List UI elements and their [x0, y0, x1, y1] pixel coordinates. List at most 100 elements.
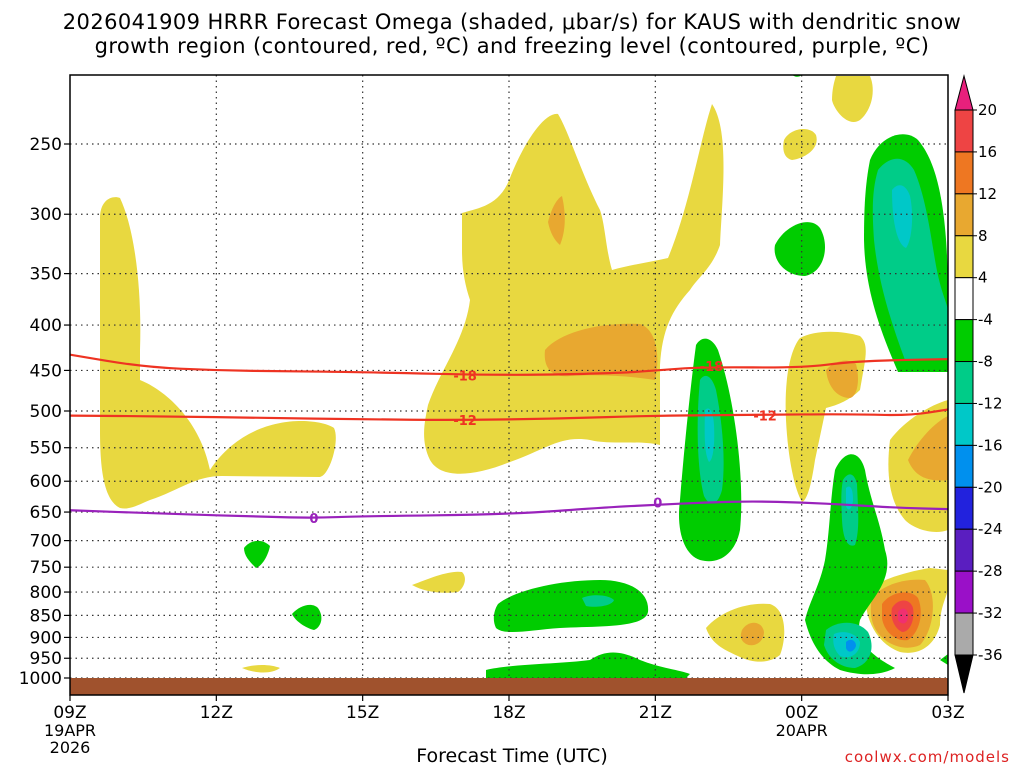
x-tick-label: 03Z: [931, 703, 964, 723]
omega-region-neg8-neg12: [582, 595, 614, 607]
colorbar-band: [954, 109, 974, 153]
y-tick-label: 350: [30, 265, 62, 285]
x-tick-label: 18Z: [492, 703, 525, 723]
omega-region-neg12-neg16: [892, 185, 913, 248]
omega-region-neg4-neg8: [486, 652, 690, 678]
x-axis-label: Forecast Time (UTC): [416, 745, 608, 767]
colorbar-band: [954, 193, 974, 237]
y-axis: 2503003504004505005506006507007508008509…: [19, 135, 70, 689]
colorbar-label: 4: [978, 269, 988, 287]
colorbar-label: -20: [978, 478, 1003, 496]
contour-label: -18: [453, 370, 477, 385]
colorbar-band: [954, 444, 974, 488]
colorbar-label: 16: [978, 143, 997, 161]
colorbar-band: [954, 151, 974, 195]
y-tick-label: 700: [30, 532, 62, 552]
chart-title-line-1: 2026041909 HRRR Forecast Omega (shaded, …: [62, 10, 962, 34]
contour-labels: -18 -18 -12 -12 0 0: [309, 360, 777, 527]
omega-region-neg12-neg16: [704, 408, 715, 462]
colorbar-bottom-arrow: [954, 654, 974, 694]
omega-region-8-12: [740, 622, 764, 646]
x-tick-label: 00Z: [785, 703, 818, 723]
y-tick-label: 900: [30, 628, 62, 648]
colorbar-band: [954, 235, 974, 279]
x-tick-label: 21Z: [639, 703, 672, 723]
colorbar-band: [954, 361, 974, 404]
y-tick-label: 950: [30, 649, 62, 669]
omega-region-neg4-neg8: [940, 654, 948, 665]
colorbar-label: -8: [978, 353, 993, 371]
x-tick-date: 19APR: [44, 721, 96, 740]
omega-region-8-12: [826, 360, 858, 398]
contour-label: -18: [700, 360, 724, 375]
y-tick-label: 250: [30, 135, 62, 155]
omega-region-8-12: [548, 196, 565, 245]
colorbar-band: [954, 528, 974, 572]
y-tick-label: 800: [30, 583, 62, 603]
omega-region-4-8: [424, 104, 724, 474]
omega-region-neg4-neg8: [774, 222, 825, 276]
omega-region-neg4-neg8: [292, 604, 322, 630]
colorbar-label: -36: [978, 646, 1003, 664]
colorbar-band: [954, 277, 974, 321]
y-tick-label: 850: [30, 606, 62, 626]
colorbar-label: -24: [978, 520, 1003, 538]
omega-region-over-20: [898, 608, 908, 624]
colorbar-label: 12: [978, 185, 997, 203]
ground-surface: [70, 678, 948, 695]
omega-region-4-8: [832, 76, 873, 122]
colorbar-band: [954, 319, 974, 363]
x-tick-label: 09Z: [53, 703, 86, 723]
y-tick-label: 500: [30, 402, 62, 422]
colorbar-label: -28: [978, 562, 1003, 580]
colorbar-top-arrow: [954, 74, 974, 111]
colorbar: 20 16 12 8 4 -4 -8 -12 -16 -20 -24 -28 -32 -36: [954, 74, 1003, 694]
y-tick-label: 450: [30, 361, 62, 381]
site-credit[interactable]: coolwx.com/models: [844, 748, 1010, 766]
omega-region-4-8: [100, 197, 336, 509]
colorbar-band: [954, 570, 974, 614]
omega-region-4-8: [412, 571, 465, 593]
omega-region-4-8: [783, 128, 817, 160]
y-tick-label: 400: [30, 316, 62, 336]
contour-label: 0: [653, 496, 662, 511]
omega-region-neg4-neg8: [493, 580, 649, 633]
omega-region-neg4-neg8: [805, 454, 895, 675]
omega-region-8-12: [544, 323, 658, 380]
colorbar-label: -32: [978, 604, 1003, 622]
y-tick-label: 300: [30, 205, 62, 225]
omega-region-neg12-neg16: [846, 486, 853, 510]
colorbar-label: -12: [978, 394, 1003, 412]
contour-label: -12: [753, 410, 777, 425]
contour-label: 0: [309, 512, 318, 527]
omega-shading: [100, 75, 948, 678]
x-tick-label: 12Z: [200, 703, 233, 723]
colorbar-label: 8: [978, 227, 988, 245]
omega-region-neg16-neg20: [846, 639, 856, 652]
chart-title-line-2: growth region (contoured, red, ºC) and f…: [94, 34, 930, 58]
y-tick-label: 1000: [19, 669, 62, 689]
y-tick-label: 550: [30, 439, 62, 459]
y-tick-label: 750: [30, 558, 62, 578]
colorbar-band: [954, 612, 974, 656]
colorbar-band: [954, 486, 974, 530]
colorbar-band: [954, 402, 974, 446]
x-tick-label: 15Z: [346, 703, 379, 723]
colorbar-label: -16: [978, 436, 1003, 454]
omega-region-4-8: [242, 665, 280, 673]
y-tick-label: 650: [30, 503, 62, 523]
y-tick-label: 600: [30, 472, 62, 492]
contour-line: [70, 408, 948, 421]
omega-region-neg8-neg12: [841, 474, 859, 546]
temperature-contours: [70, 353, 948, 519]
contour-line: [70, 500, 948, 519]
x-tick-date: 20APR: [776, 721, 828, 740]
contour-label: -12: [453, 414, 477, 429]
contour-line: [70, 353, 948, 376]
colorbar-label: 20: [978, 101, 997, 119]
colorbar-label: -4: [978, 311, 993, 329]
omega-region-neg4-neg8: [244, 540, 270, 568]
x-tick-year: 2026: [50, 738, 91, 757]
